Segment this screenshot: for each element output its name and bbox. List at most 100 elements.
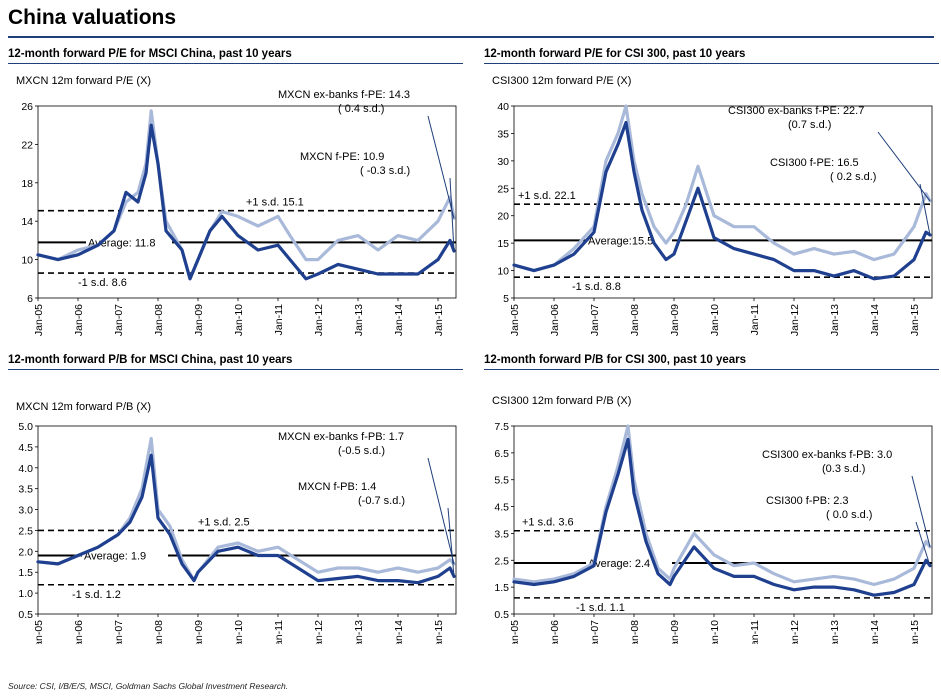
y-tick-label: 2.5 xyxy=(18,525,33,537)
x-tick-label: Jan-06 xyxy=(549,620,561,644)
annotation-sublabel: (0.7 s.d.) xyxy=(788,119,831,131)
x-tick-label: Jan-05 xyxy=(509,304,521,336)
chart-title-rule xyxy=(8,63,463,64)
series-line-total xyxy=(36,123,456,281)
y-tick-label: 30 xyxy=(497,156,509,168)
sd-label: +1 s.d. 2.5 xyxy=(198,516,250,528)
annotation-callout xyxy=(915,521,931,566)
y-tick-label: 2.5 xyxy=(494,555,509,567)
average-label: Average:15.5 xyxy=(588,235,653,247)
y-tick-label: 26 xyxy=(21,101,33,113)
chart-panel-csi300-pb: 12-month forward P/B for CSI 300, past 1… xyxy=(484,354,941,644)
sd-label: +1 s.d. 22.1 xyxy=(518,190,576,202)
annotation-sublabel: (0.3 s.d.) xyxy=(822,463,865,475)
sd-label: -1 s.d. 1.1 xyxy=(576,602,625,614)
y-tick-label: 22 xyxy=(21,139,33,151)
y-tick-label: 2.0 xyxy=(18,546,33,558)
x-tick-label: Jan-14 xyxy=(393,620,405,644)
y-tick-label: 1.5 xyxy=(494,582,509,594)
chart-svg: CSI300 12m forward P/E (X) 5 10 15 20 25 30 35 4… xyxy=(492,75,933,336)
y-axis-label: CSI300 12m forward P/E (X) xyxy=(492,75,631,87)
y-tick-label: 5.5 xyxy=(494,475,509,487)
chart-title: 12-month forward P/E for MSCI China, pas… xyxy=(8,48,292,60)
annotation-callout xyxy=(877,131,931,202)
plot-frame xyxy=(37,105,457,299)
y-tick-label: 40 xyxy=(497,101,509,113)
annotation-sublabel: ( 0.0 s.d.) xyxy=(826,509,872,521)
chart-title-rule xyxy=(8,369,463,370)
x-tick-label: Jan-11 xyxy=(749,620,761,644)
x-tick-label: Jan-07 xyxy=(589,620,601,644)
x-tick-label: Jan-12 xyxy=(789,304,801,336)
y-tick-label: 35 xyxy=(497,128,509,140)
x-tick-label: Jan-05 xyxy=(33,304,45,336)
y-axis-label: MXCN 12m forward P/B (X) xyxy=(16,401,151,413)
chart-title-rule xyxy=(484,63,939,64)
x-tick-label: Jan-14 xyxy=(869,304,881,336)
sd-label: -1 s.d. 8.8 xyxy=(572,281,621,293)
title-rule xyxy=(8,36,934,38)
x-tick-label: Jan-06 xyxy=(549,304,561,336)
x-tick-label: Jan-06 xyxy=(73,304,85,336)
x-tick-label: Jan-09 xyxy=(193,620,205,644)
x-tick-label: Jan-10 xyxy=(709,620,721,644)
x-tick-label: Jan-08 xyxy=(629,620,641,644)
annotation-label: MXCN f-PE: 10.9 xyxy=(300,151,384,163)
x-tick-label: Jan-07 xyxy=(113,620,125,644)
x-tick-label: Jan-08 xyxy=(629,304,641,336)
x-tick-label: Jan-15 xyxy=(433,304,445,336)
annotation-callout xyxy=(911,475,931,547)
y-tick-label: 4.0 xyxy=(18,463,33,475)
x-tick-label: Jan-08 xyxy=(153,620,165,644)
chart-svg: CSI300 12m forward P/B (X) 0.5 1.5 2.5 3.5 4.… xyxy=(492,395,933,644)
annotation-sublabel: (-0.5 s.d.) xyxy=(338,445,385,457)
chart-title: 12-month forward P/E for CSI 300, past 1… xyxy=(484,48,746,60)
series-line-total xyxy=(512,120,932,281)
average-label: Average: 2.4 xyxy=(588,558,650,570)
y-tick-label: 10 xyxy=(21,255,33,267)
annotation-label: CSI300 f-PB: 2.3 xyxy=(766,495,849,507)
y-tick-label: 14 xyxy=(21,216,33,228)
x-tick-label: Jan-09 xyxy=(669,620,681,644)
annotation-callout xyxy=(449,177,455,251)
y-tick-label: 1.5 xyxy=(18,567,33,579)
x-tick-label: Jan-11 xyxy=(273,304,285,335)
y-tick-label: 10 xyxy=(497,266,509,278)
annotation-callout xyxy=(427,457,455,564)
x-tick-label: Jan-15 xyxy=(433,620,445,644)
annotation-sublabel: (-0.7 s.d.) xyxy=(358,495,405,507)
x-tick-label: Jan-12 xyxy=(313,620,325,644)
y-tick-label: 3.5 xyxy=(494,528,509,540)
y-tick-label: 0.5 xyxy=(494,609,509,621)
plot-frame xyxy=(37,425,457,615)
x-tick-label: Jan-12 xyxy=(789,620,801,644)
chart-panel-csi300-pe: 12-month forward P/E for CSI 300, past 1… xyxy=(484,48,941,338)
x-tick-label: Jan-12 xyxy=(313,304,325,336)
x-tick-label: Jan-05 xyxy=(509,620,521,644)
page-title: China valuations xyxy=(8,6,177,29)
annotation-sublabel: ( 0.4 s.d.) xyxy=(338,103,384,115)
y-tick-label: 4.5 xyxy=(18,442,33,454)
y-tick-label: 7.5 xyxy=(494,421,509,433)
x-tick-label: Jan-09 xyxy=(669,304,681,336)
x-tick-label: Jan-07 xyxy=(589,304,601,336)
annotation-callout xyxy=(447,507,455,577)
chart-title: 12-month forward P/B for CSI 300, past 1… xyxy=(484,354,747,366)
average-label-bg xyxy=(82,548,168,562)
plot-frame xyxy=(513,105,933,299)
x-tick-label: Jan-13 xyxy=(829,620,841,644)
x-tick-label: Jan-07 xyxy=(113,304,125,336)
chart-svg: MXCN 12m forward P/B (X) 0.5 1.0 1.5 2.0 2.5 3… xyxy=(16,401,457,644)
average-label-bg xyxy=(586,555,672,569)
y-axis-label: MXCN 12m forward P/E (X) xyxy=(16,75,151,87)
chart-title: 12-month forward P/B for MSCI China, pas… xyxy=(8,354,293,366)
y-tick-label: 3.5 xyxy=(18,484,33,496)
sd-label: +1 s.d. 15.1 xyxy=(246,197,304,209)
y-tick-label: 25 xyxy=(497,183,509,195)
y-tick-label: 0.5 xyxy=(18,609,33,621)
x-tick-label: Jan-13 xyxy=(353,620,365,644)
x-tick-label: Jan-08 xyxy=(153,304,165,336)
x-tick-label: Jan-10 xyxy=(709,304,721,336)
average-label: Average: 1.9 xyxy=(84,551,146,563)
x-tick-label: Jan-13 xyxy=(829,304,841,336)
